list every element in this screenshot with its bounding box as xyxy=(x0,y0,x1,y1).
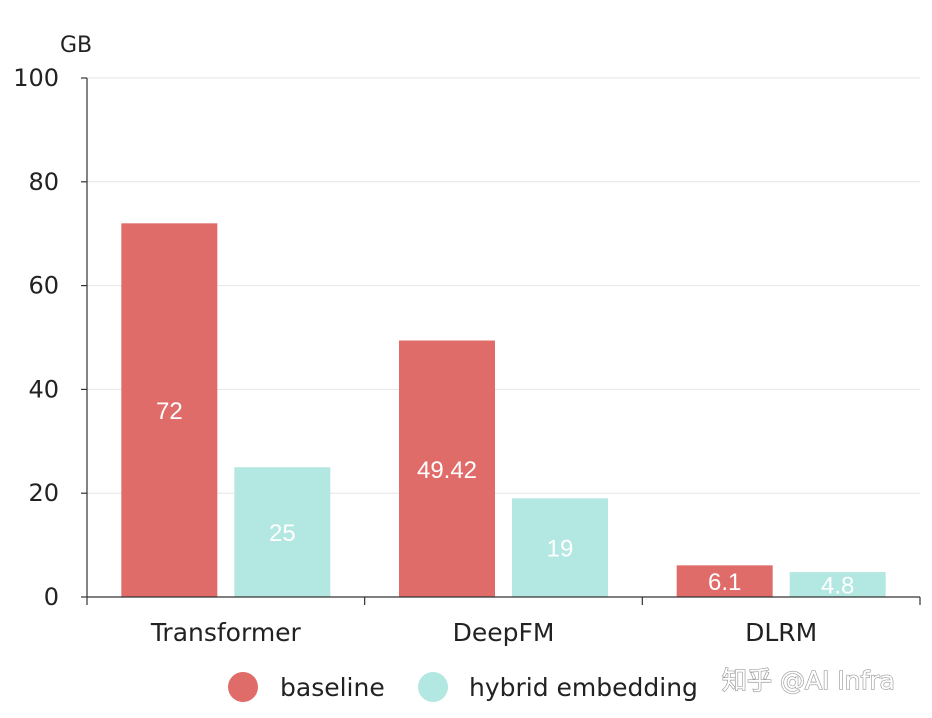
bar-hybrid-embedding xyxy=(234,467,331,597)
x-categories: Transformer DeepFM DLRM xyxy=(86,597,921,647)
watermark: 知乎 @AI Infra xyxy=(722,666,895,695)
bars: 72 25 49.42 19 6.1 4.8 xyxy=(121,223,886,600)
bar-value-label: 4.8 xyxy=(821,573,854,600)
x-category-label: DLRM xyxy=(745,618,817,647)
y-tick-label: 20 xyxy=(28,479,59,507)
bar-baseline xyxy=(399,340,495,597)
gridlines xyxy=(87,77,920,494)
axes xyxy=(86,78,920,598)
bar-value-label: 49.42 xyxy=(417,457,477,484)
y-axis-unit-label: GB xyxy=(60,33,92,58)
bar-value-label: 25 xyxy=(269,520,296,547)
bar-baseline xyxy=(121,223,218,597)
x-category-label: Transformer xyxy=(150,618,302,647)
bar-baseline xyxy=(676,565,773,597)
x-category-label: DeepFM xyxy=(453,618,555,647)
y-tick-label: 40 xyxy=(28,375,59,403)
bar-value-label: 19 xyxy=(547,536,574,563)
bar-value-label: 6.1 xyxy=(708,569,741,596)
legend-marker-hybrid-embedding xyxy=(418,672,448,702)
bar-value-label: 72 xyxy=(156,398,183,425)
legend: baseline hybrid embedding xyxy=(228,672,698,702)
y-tick-label: 80 xyxy=(28,168,59,196)
legend-marker-baseline xyxy=(228,672,258,702)
legend-label: hybrid embedding xyxy=(469,673,698,702)
legend-label: baseline xyxy=(280,673,385,702)
y-tick-label: 100 xyxy=(13,64,59,92)
y-tick-label: 60 xyxy=(28,272,59,300)
y-tick-label: 0 xyxy=(44,583,59,611)
y-ticks: 0 20 40 60 80 100 xyxy=(13,64,87,611)
bar-hybrid-embedding xyxy=(789,572,886,597)
bar-hybrid-embedding xyxy=(512,498,608,597)
